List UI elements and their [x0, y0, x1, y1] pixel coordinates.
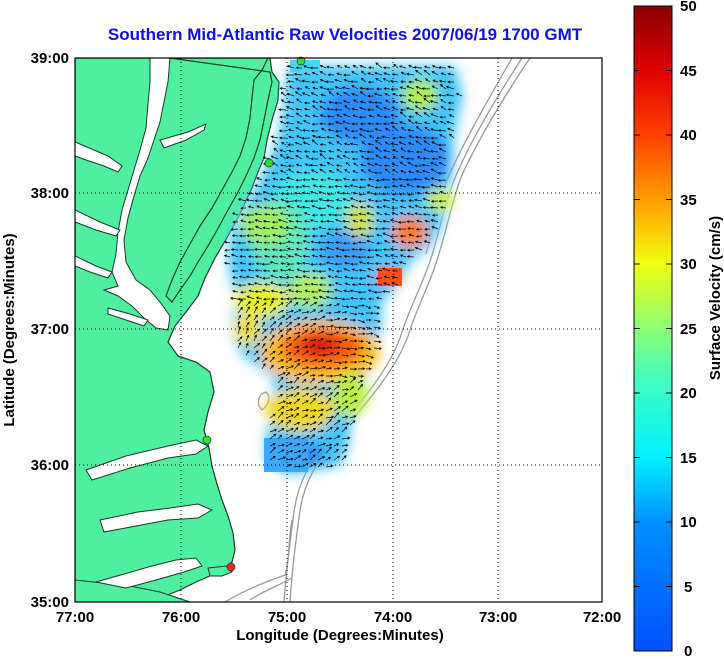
x-tick-label: 77:00	[56, 609, 94, 626]
chesapeake-bay	[75, 58, 214, 589]
station-marker	[264, 158, 274, 168]
x-tick-label: 75:00	[268, 609, 306, 626]
x-tick-label: 72:00	[583, 609, 621, 626]
radar-stations	[202, 56, 306, 572]
x-tick-label: 73:00	[479, 609, 517, 626]
grid-lines	[75, 58, 602, 602]
land-delmarva	[165, 58, 273, 303]
x-axis-ticks: 77:00 76:00 75:00 74:00 73:00 72:00	[56, 609, 621, 626]
current-vectors	[223, 62, 463, 468]
y-axis-label: Latitude (Degrees:Minutes)	[1, 233, 18, 426]
plot-frame	[74, 57, 603, 603]
colorbar-tick-label: 35	[680, 192, 697, 209]
station-marker	[226, 562, 236, 572]
map-title: Southern Mid-Atlantic Raw Velocities 200…	[108, 25, 583, 44]
colorbar-ticks	[634, 70, 672, 587]
station-marker	[296, 56, 306, 66]
colorbar-tick-label: 5	[684, 579, 692, 596]
colorbar-tick-label: 25	[680, 321, 697, 338]
colorbar	[633, 5, 673, 652]
colorbar-tick-label: 30	[680, 256, 697, 273]
colorbar-tick-label: 45	[680, 63, 697, 80]
colorbar-tick-label: 40	[680, 127, 697, 144]
station-marker	[202, 435, 212, 445]
colorbar-tick-label: 0	[684, 643, 692, 659]
x-tick-label: 74:00	[374, 609, 412, 626]
colorbar-tick-label: 15	[680, 450, 697, 467]
y-tick-label: 36:00	[31, 457, 69, 474]
y-tick-label: 39:00	[31, 50, 69, 67]
y-tick-label: 38:00	[31, 185, 69, 202]
y-axis-ticks: 39:00 38:00 37:00 36:00 35:00	[31, 50, 69, 611]
y-tick-label: 37:00	[31, 321, 69, 338]
colorbar-label: Surface Velocity (cm/s)	[707, 216, 724, 380]
land-small-se	[207, 565, 233, 577]
x-tick-label: 76:00	[162, 609, 200, 626]
y-tick-label: 35:00	[31, 594, 69, 611]
colorbar-tick-label: 20	[680, 385, 697, 402]
colorbar-tick-label: 10	[680, 514, 697, 531]
x-axis-label: Longitude (Degrees:Minutes)	[236, 627, 444, 644]
colorbar-tick-label: 50	[680, 0, 697, 15]
colorbar-tick-labels: 50 45 40 35 30 25 20 15 10 5 0	[680, 0, 697, 659]
current-vector-arrows	[223, 62, 463, 468]
